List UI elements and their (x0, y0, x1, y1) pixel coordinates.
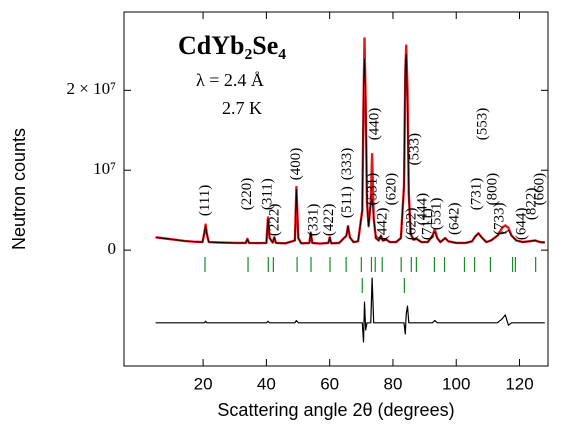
peak-label: (731) (469, 178, 485, 211)
peak-label: (822) (524, 188, 540, 221)
calculated-curve (155, 53, 545, 245)
x-tick-label: 20 (194, 374, 213, 393)
x-tick-label: 100 (442, 374, 470, 393)
peak-label: (622) (403, 208, 419, 241)
difference-curve (155, 277, 545, 343)
peak-label: (553) (475, 108, 491, 141)
peak-label: (331) (305, 204, 321, 237)
peak-label: (531) (364, 173, 380, 206)
x-tick-label: 60 (320, 374, 339, 393)
peak-label: (733) (492, 202, 508, 235)
peak-label: (440) (367, 108, 383, 141)
peak-label: (311) (259, 178, 275, 210)
x-tick-label: 80 (383, 374, 402, 393)
x-axis-label: Scattering angle 2θ (degrees) (217, 400, 454, 420)
peak-label: (222) (267, 204, 283, 237)
peak-label: (220) (239, 178, 255, 211)
chart-title: CdYb₂Se₄ (178, 31, 286, 60)
peak-label: (533) (407, 133, 423, 166)
peak-label: (800) (485, 173, 501, 206)
peak-label: (444) (414, 193, 430, 226)
y-axis-label: Neutron counts (9, 128, 29, 250)
y-tick-label: 0 (108, 239, 117, 258)
peak-label: (551) (429, 198, 445, 231)
temperature: 2.7 K (222, 98, 262, 118)
y-tick-label: 2 × 10⁷ (66, 79, 116, 98)
peak-label: (333) (339, 148, 355, 181)
peak-label: (642) (447, 202, 463, 235)
peak-label: (422) (321, 204, 337, 237)
x-tick-label: 40 (257, 374, 276, 393)
peak-label: (400) (288, 148, 304, 181)
peak-label: (644) (513, 208, 529, 241)
wavelength: λ = 2.4 Å (196, 70, 264, 90)
peak-label: (111) (197, 185, 213, 216)
peak-label: (711) (420, 208, 436, 240)
peak-label: (620) (383, 173, 399, 206)
peak-label: (511) (339, 186, 355, 218)
peak-label: (660) (532, 173, 548, 206)
plot-frame (123, 11, 549, 367)
x-tick-label: 120 (505, 374, 533, 393)
peak-label: (442) (375, 208, 391, 241)
y-tick-label: 10⁷ (93, 159, 116, 178)
